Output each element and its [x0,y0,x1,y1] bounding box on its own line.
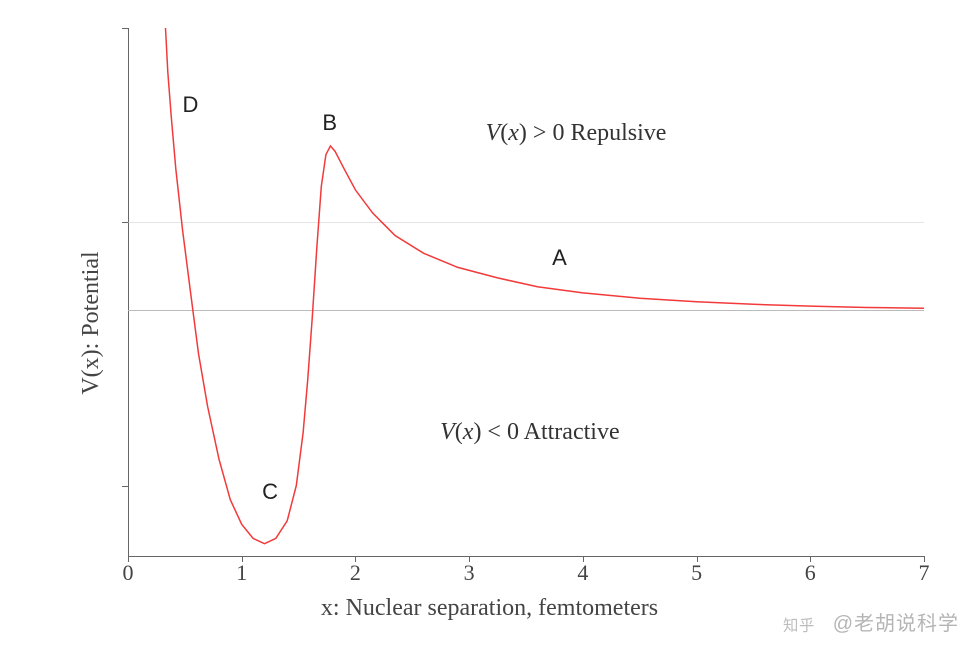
curve-point-label-c: C [262,479,278,505]
y-tick-mark [122,486,128,487]
x-tick-label: 5 [691,560,702,586]
y-axis-label: V(x): Potential [78,251,105,394]
chart-container: V(x): Potential x: Nuclear separation, f… [0,0,979,646]
x-tick-label: 1 [236,560,247,586]
watermark-text: @老胡说科学 [833,613,959,635]
curve-point-label-b: B [322,110,337,136]
annotation: V(x) > 0 Repulsive [486,120,667,147]
annotation: V(x) < 0 Attractive [440,419,619,446]
x-axis-label: x: Nuclear separation, femtometers [321,595,658,622]
curve-point-label-d: D [183,92,199,118]
y-tick-mark [122,28,128,29]
x-tick-label: 3 [464,560,475,586]
x-tick-label: 0 [123,560,134,586]
curve-point-label-a: A [552,245,567,271]
watermark: 知乎 @老胡说科学 [783,607,959,636]
potential-curve [128,28,924,556]
x-tick-label: 4 [577,560,588,586]
zhihu-logo-icon: 知乎 [783,614,827,636]
x-tick-label: 7 [919,560,930,586]
x-tick-label: 6 [805,560,816,586]
y-tick-mark [122,222,128,223]
x-tick-label: 2 [350,560,361,586]
svg-text:知乎: 知乎 [783,616,815,634]
